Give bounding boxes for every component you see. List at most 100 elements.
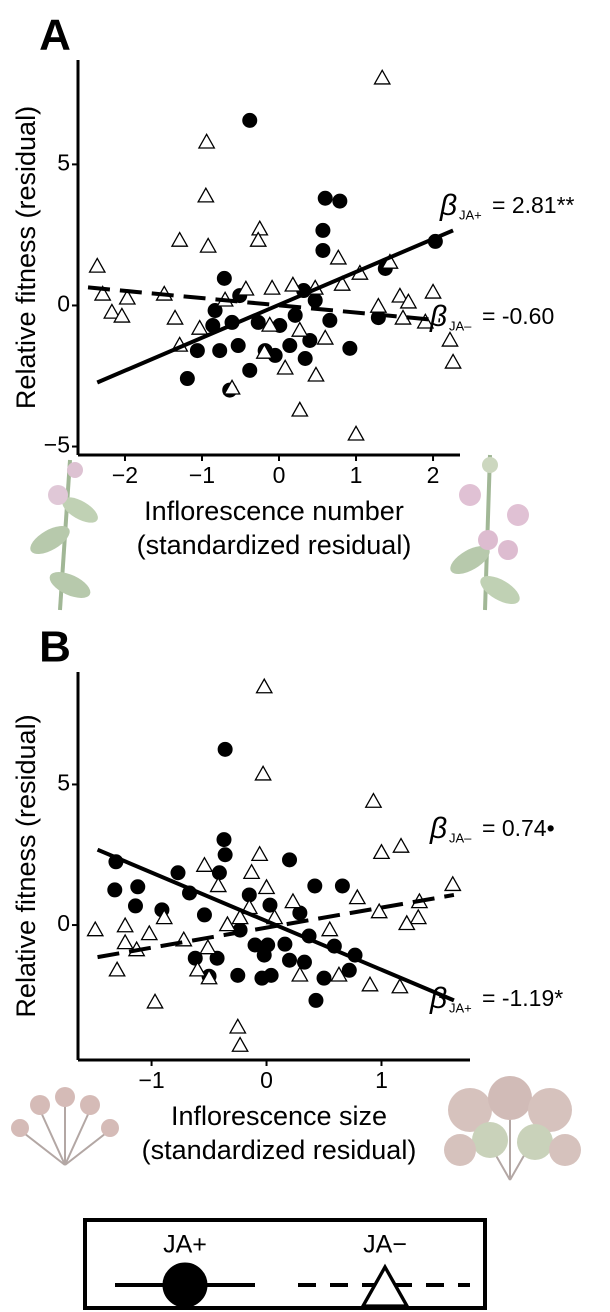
point (242, 863, 261, 879)
point (290, 321, 309, 337)
point (282, 852, 298, 868)
point (242, 112, 258, 128)
point (333, 275, 351, 291)
point (212, 343, 228, 359)
point (277, 936, 293, 952)
point (237, 280, 255, 296)
fit-line (97, 892, 455, 960)
point (307, 366, 325, 382)
x-tick-label: −2 (112, 462, 138, 488)
point (179, 371, 195, 387)
point (116, 916, 134, 933)
x-axis-title: Inflorescence number (144, 496, 404, 526)
point (320, 920, 339, 937)
point (392, 837, 410, 853)
point (86, 920, 105, 937)
point (116, 933, 134, 950)
point (93, 285, 112, 301)
point (216, 832, 232, 848)
point (308, 992, 324, 1008)
annotation-text: = -1.19* (482, 985, 563, 1011)
panel-label: B (39, 623, 71, 672)
point (170, 231, 189, 247)
plant-illustration (450, 454, 529, 611)
point (291, 965, 309, 982)
fit-line (87, 285, 441, 323)
point (103, 303, 121, 319)
legend-box (83, 1218, 487, 1310)
point (315, 222, 331, 238)
annotation-subscript: JA+ (459, 207, 482, 222)
point (296, 954, 312, 970)
point (199, 938, 217, 955)
point (332, 193, 348, 209)
point (307, 878, 323, 894)
x-tick-label: −1 (138, 1067, 164, 1093)
legend-label: JA+ (163, 1231, 207, 1259)
point (316, 970, 332, 986)
point (127, 898, 143, 914)
point (316, 329, 335, 345)
point (381, 253, 399, 269)
point (218, 915, 237, 932)
point (342, 340, 358, 356)
point (347, 425, 365, 441)
annotation-text: = 0.74• (482, 815, 555, 841)
point (113, 307, 131, 323)
point (399, 292, 418, 309)
plant-illustration (444, 1076, 581, 1181)
point (146, 992, 164, 1009)
y-tick-label: 5 (57, 149, 70, 175)
point (130, 879, 146, 895)
point (257, 878, 276, 895)
point (284, 892, 302, 909)
point (315, 242, 331, 258)
fit-line (96, 228, 454, 385)
point (361, 975, 379, 992)
annotation-subscript: JA– (449, 318, 472, 333)
plant-illustration (11, 1087, 119, 1166)
point (297, 351, 313, 367)
point (209, 950, 225, 966)
x-axis-title: (standardized residual) (142, 1135, 417, 1165)
point (170, 865, 186, 881)
point (242, 362, 258, 378)
point (217, 847, 233, 863)
annotation-subscript: JA– (449, 830, 472, 845)
point (231, 1036, 249, 1052)
point (249, 231, 268, 247)
point (223, 379, 241, 395)
point (88, 257, 107, 273)
point (334, 878, 350, 894)
point (250, 219, 269, 236)
point (228, 1018, 247, 1034)
point (108, 960, 126, 977)
annotation-text: = 2.81** (492, 192, 575, 218)
point (166, 309, 184, 325)
x-axis-title: Inflorescence size (171, 1101, 387, 1131)
point (256, 947, 272, 963)
point (416, 313, 435, 329)
point (330, 965, 348, 982)
point (322, 312, 338, 328)
point (370, 902, 388, 919)
point (216, 270, 232, 286)
point (424, 283, 442, 299)
y-axis-title: Relative fitness (residual) (11, 714, 41, 1017)
point (260, 316, 279, 332)
point (369, 297, 388, 313)
point (196, 907, 212, 923)
point (255, 343, 274, 359)
point (282, 952, 298, 968)
point (290, 401, 309, 417)
point (364, 792, 383, 808)
point (254, 970, 270, 986)
point (284, 276, 302, 292)
y-tick-label: 0 (57, 291, 70, 317)
annotation-symbol: β (439, 189, 457, 222)
point (140, 924, 159, 941)
point (211, 865, 227, 881)
point (373, 68, 392, 85)
